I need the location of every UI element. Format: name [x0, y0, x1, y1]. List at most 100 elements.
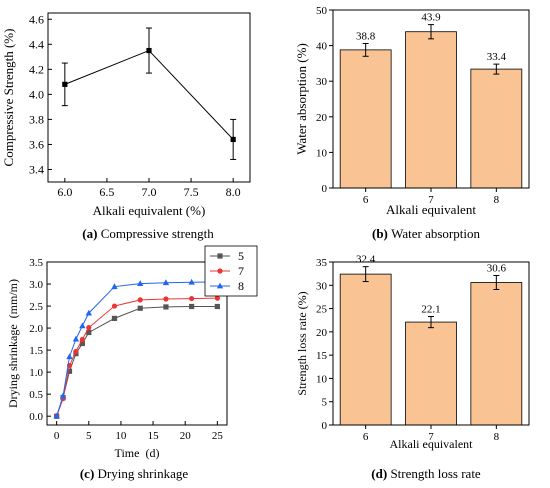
- y-tick-label: 4.0: [29, 87, 44, 101]
- y-axis-label: Compressive Strength (%): [1, 29, 16, 167]
- y-tick-label: 40: [316, 41, 328, 53]
- y-tick-label: 15: [316, 350, 328, 362]
- bar-value-label: 30.6: [487, 263, 507, 275]
- series-line: [56, 297, 218, 417]
- x-tick-label: 8: [494, 431, 500, 443]
- panel-caption: (d) Strength loss rate: [371, 466, 481, 481]
- data-point: [163, 296, 169, 302]
- y-tick-label: 0.0: [29, 411, 43, 423]
- data-point: [59, 392, 67, 399]
- bar: [470, 282, 523, 426]
- x-tick-label: 6.0: [57, 185, 72, 199]
- data-point: [189, 303, 195, 310]
- x-tick-label: 6: [363, 431, 369, 443]
- x-tick-label: 25: [212, 430, 224, 442]
- y-tick-label: 25: [316, 304, 328, 316]
- bar-value-label: 22.1: [421, 303, 440, 315]
- x-tick-label: 8: [494, 194, 500, 206]
- x-tick-label: 6: [363, 194, 369, 206]
- x-tick-label: 0: [54, 430, 60, 442]
- data-point: [79, 336, 85, 343]
- x-tick-label: 7.0: [142, 185, 157, 199]
- bar-value-label: 43.9: [421, 12, 441, 24]
- x-axis-label: Time (d): [115, 446, 160, 460]
- y-tick-label: 5: [322, 397, 328, 409]
- y-tick-label: 3.5: [29, 257, 43, 269]
- bar: [339, 273, 392, 426]
- y-axis-label: Water absorption (%): [294, 43, 309, 155]
- y-tick-label: 2.0: [29, 323, 43, 335]
- bar: [405, 31, 457, 189]
- data-point: [188, 278, 195, 285]
- y-tick-label: 1.5: [29, 345, 43, 357]
- data-point: [137, 297, 143, 303]
- caption-letter: (d): [371, 466, 390, 481]
- y-tick-label: 4.2: [29, 62, 44, 76]
- data-point: [137, 305, 143, 311]
- series-line: [56, 281, 218, 417]
- data-point: [214, 303, 220, 310]
- data-point: [86, 325, 92, 331]
- caption-text: Strength loss rate: [390, 466, 480, 481]
- y-axis-label: Strength loss rate (%): [295, 291, 309, 395]
- data-point: [66, 353, 73, 360]
- y-tick-label: 3.6: [29, 137, 44, 151]
- x-tick-label: 6.5: [99, 185, 114, 199]
- y-tick-label: 10: [316, 373, 328, 385]
- data-point: [73, 348, 79, 355]
- bar: [339, 49, 392, 189]
- legend-label: 8: [238, 279, 244, 293]
- x-tick-label: 5: [86, 430, 92, 442]
- plot-frame: [46, 261, 228, 426]
- y-tick-label: 3.8: [29, 112, 44, 126]
- y-tick-label: 0.5: [29, 389, 43, 401]
- y-tick-label: 3.0: [29, 279, 43, 291]
- y-tick-label: 4.6: [29, 12, 44, 26]
- data-point: [79, 340, 85, 347]
- y-tick-label: 50: [316, 5, 328, 17]
- y-tick-label: 10: [316, 147, 328, 159]
- x-axis-label: Alkali equivalent (%): [93, 203, 206, 218]
- panel-caption: (a) Compressive strength: [82, 226, 214, 241]
- series-line: [56, 305, 218, 417]
- y-tick-label: 30: [316, 76, 328, 88]
- data-point: [85, 309, 92, 316]
- data-point: [214, 295, 220, 301]
- legend-label: 7: [238, 264, 244, 278]
- panel-caption: (b) Water absorption: [372, 226, 480, 241]
- bar-value-label: 32.4: [356, 254, 376, 266]
- caption-text: Compressive strength: [101, 226, 215, 241]
- legend-marker: [217, 268, 223, 274]
- y-tick-label: 4.4: [29, 37, 44, 51]
- bar: [405, 321, 457, 426]
- caption-letter: (a): [82, 226, 100, 241]
- x-axis-label: Alkali equivalent: [386, 202, 476, 217]
- caption-text: Drying shrinkage: [98, 466, 189, 481]
- caption-letter: (c): [80, 466, 98, 481]
- bar: [470, 68, 523, 189]
- bar-value-label: 33.4: [487, 51, 507, 63]
- data-point: [86, 329, 92, 336]
- x-axis-label: Alkali equivalent: [390, 437, 474, 451]
- legend-marker: [216, 282, 224, 289]
- data-point: [137, 280, 144, 286]
- chart-panel-3: 32.4 6 22.1 7 30.6 8 0 5 10 15 20 25 30 35 Alkali equi…: [295, 254, 530, 481]
- y-tick-label: 35: [316, 257, 328, 269]
- plot-frame: [332, 9, 530, 189]
- plot-frame: [332, 261, 530, 426]
- y-tick-label: 2.5: [29, 301, 43, 313]
- x-tick-label: 10: [115, 430, 127, 442]
- data-point: [53, 412, 60, 419]
- bar-value-label: 38.8: [356, 30, 376, 42]
- data-point: [163, 304, 169, 310]
- caption-letter: (b): [372, 226, 391, 241]
- x-tick-label: 15: [148, 430, 160, 442]
- panel-caption: (c) Drying shrinkage: [80, 466, 189, 481]
- legend-marker: [217, 253, 223, 259]
- chart-panel-0: 3.4 3.6 3.8 4.0 4.2 4.4 4.6 6.0 6.5 7.0 7.5 8.0 Alka…: [1, 12, 251, 241]
- y-tick-label: 0: [322, 420, 328, 432]
- x-tick-label: 20: [180, 430, 192, 442]
- x-tick-label: 7: [428, 194, 434, 206]
- data-point: [111, 303, 118, 309]
